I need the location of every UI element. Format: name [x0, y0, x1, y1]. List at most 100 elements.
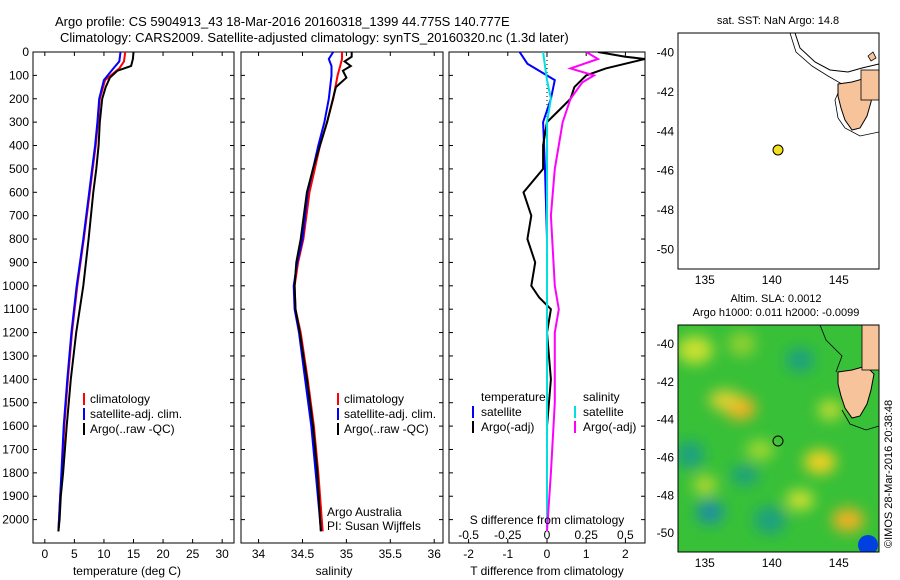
legend-t-satellite: satellite [481, 405, 522, 419]
legend-salinity-title: salinity [583, 390, 620, 404]
argo-location-marker [772, 435, 784, 447]
legend-satellite: satellite-adj. clim. [90, 407, 182, 421]
map-x-tick-label: 145 [829, 273, 849, 287]
map-y-tick-label: -44 [657, 413, 675, 427]
sst-map [677, 32, 880, 270]
y-tick-label: 1200 [2, 326, 29, 340]
y-tick-label: 1700 [2, 442, 29, 456]
map-x-tick-label: 145 [829, 556, 849, 570]
legend-argo: Argo(..raw -QC) [90, 422, 175, 436]
top-tick-label: -0.25 [494, 528, 522, 542]
series-line [57, 52, 127, 532]
map-y-tick-label: -50 [657, 242, 675, 256]
x-tick-label: 35.5 [379, 547, 403, 561]
y-tick-label: 500 [9, 162, 29, 176]
coastline [794, 33, 879, 73]
x-tick-label: 0 [41, 547, 48, 561]
x-tick-label: 1 [583, 547, 590, 561]
y-tick-label: 1400 [2, 372, 29, 386]
y-tick-label: 100 [9, 68, 29, 82]
y-tick-label: 700 [9, 209, 29, 223]
series-line [542, 52, 552, 532]
imos-watermark: ©IMOS 28-Mar-2016 20:38:48 [883, 400, 895, 548]
x-tick-label: 15 [127, 547, 141, 561]
difference-legend: temperature satellite Argo(-adj) salinit… [472, 390, 636, 434]
top-tick-label: 0 [544, 528, 551, 542]
y-tick-label: 1000 [2, 279, 29, 293]
legend-argo: Argo(..raw -QC) [344, 422, 429, 436]
difference-xlabel: T difference from climatology [470, 564, 624, 578]
legend-satellite: satellite-adj. clim. [344, 407, 436, 421]
legend-temperature-title: temperature [481, 390, 546, 404]
top-tick-label: 0.25 [575, 528, 599, 542]
x-tick-label: 2 [622, 547, 629, 561]
salinity-xlabel: salinity [316, 564, 353, 578]
x-tick-label: 10 [97, 547, 111, 561]
map-x-tick-label: 140 [762, 273, 782, 287]
map-y-tick-label: -40 [657, 46, 675, 60]
legend-climatology: climatology [90, 392, 150, 406]
top-tick-label: -0.5 [458, 528, 479, 542]
legend-s-satellite: satellite [583, 405, 624, 419]
x-tick-label: 0 [544, 547, 551, 561]
y-tick-label: 1300 [2, 349, 29, 363]
map-x-tick-label: 135 [695, 273, 715, 287]
temperature-xlabel: temperature (deg C) [73, 564, 181, 578]
x-tick-label: -1 [502, 547, 513, 561]
header-line-1: Argo profile: CS 5904913_43 18-Mar-2016 … [55, 14, 510, 29]
sla-heatmap [677, 324, 880, 553]
temperature-legend: climatology satellite-adj. clim. Argo(..… [83, 392, 182, 436]
x-tick-label: 5 [71, 547, 78, 561]
argo-location-marker [772, 144, 784, 156]
x-tick-label: -2 [463, 547, 474, 561]
map-x-tick-label: 140 [762, 556, 782, 570]
x-tick-label: 36 [428, 547, 442, 561]
y-tick-label: 900 [9, 255, 29, 269]
y-tick-label: 1100 [3, 302, 29, 316]
map-y-tick-label: -42 [657, 375, 675, 389]
salinity-panel-frame [240, 51, 444, 544]
difference-toplabel: S difference from climatology [470, 513, 625, 527]
x-tick-label: 25 [186, 547, 200, 561]
map-y-tick-label: -46 [657, 164, 675, 178]
x-tick-label: 35 [340, 547, 354, 561]
series-line [518, 52, 556, 532]
y-tick-label: 0 [22, 45, 29, 59]
map-x-tick-label: 135 [695, 556, 715, 570]
series-line [292, 52, 335, 532]
y-tick-label: 1500 [2, 396, 29, 410]
sla-map-title-1: Altim. SLA: 0.0012 [730, 293, 821, 305]
map-y-tick-label: -50 [657, 526, 675, 540]
y-tick-label: 400 [9, 139, 29, 153]
map-y-tick-label: -42 [657, 85, 675, 99]
map-y-tick-label: -44 [657, 124, 675, 138]
y-tick-label: 200 [9, 92, 29, 106]
series-group [518, 52, 645, 532]
x-tick-label: 30 [215, 547, 229, 561]
legend-s-argo: Argo(-adj) [583, 420, 636, 434]
top-tick-label: 0.5 [617, 528, 634, 542]
series-line [546, 52, 601, 532]
series-line [57, 52, 122, 532]
map-y-tick-label: -46 [657, 450, 675, 464]
header-line-2: Climatology: CARS2009. Satellite-adjuste… [60, 30, 569, 45]
salinity-annotation-2: PI: Susan Wijffels [327, 519, 421, 533]
map-y-tick-label: -40 [657, 337, 675, 351]
profile-lines [57, 52, 645, 532]
series-group [57, 52, 135, 532]
y-tick-label: 2000 [2, 513, 29, 527]
series-line [293, 52, 343, 532]
salinity-annotation-1: Argo Australia [327, 505, 402, 519]
series-group [292, 52, 353, 532]
y-tick-label: 1800 [2, 466, 29, 480]
series-line [293, 52, 353, 532]
y-tick-label: 300 [9, 115, 29, 129]
y-tick-label: 600 [9, 185, 29, 199]
legend-climatology: climatology [344, 392, 404, 406]
x-tick-label: 20 [156, 547, 170, 561]
y-tick-label: 1900 [2, 489, 29, 503]
x-tick-label: 34 [252, 547, 266, 561]
y-tick-label: 800 [9, 232, 29, 246]
y-tick-label: 1600 [2, 419, 29, 433]
